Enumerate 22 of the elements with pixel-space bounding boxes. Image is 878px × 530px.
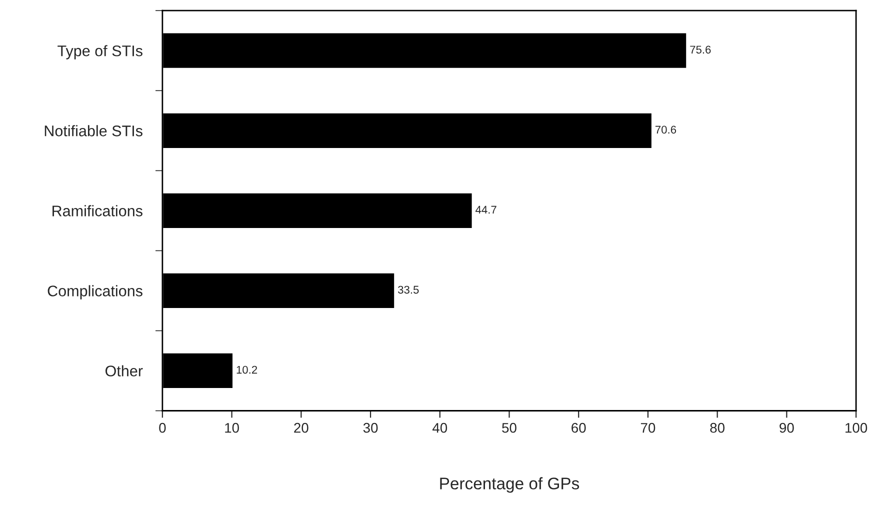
y-tick-label: Type of STIs: [58, 45, 142, 60]
x-tick-label: 0: [159, 422, 166, 433]
x-tick-label: 30: [363, 422, 378, 433]
y-tick-label: Ramifications: [52, 205, 142, 216]
x-tick-label: 20: [294, 422, 308, 433]
x-tick-label: 100: [846, 422, 868, 433]
y-tick-label: Other: [106, 365, 143, 376]
data-label: 75.6: [690, 46, 711, 54]
x-tick-label: 50: [502, 422, 516, 433]
data-label: 33.5: [398, 286, 419, 294]
data-label: 10.2: [236, 366, 258, 374]
x-tick-label: 40: [432, 422, 448, 433]
y-tick-label: Notifiable STIs: [44, 125, 142, 136]
x-axis-title: Percentage of GPs: [440, 477, 580, 493]
x-tick-label: 10: [225, 422, 239, 433]
x-tick-label: 70: [640, 422, 656, 433]
x-tick-label: 90: [780, 422, 794, 433]
y-tick-label: Complications: [48, 285, 142, 300]
x-tick-label: 60: [572, 422, 586, 433]
data-label: 44.7: [476, 206, 496, 214]
data-label: 70.6: [655, 126, 676, 134]
x-tick-label: 80: [710, 422, 725, 433]
